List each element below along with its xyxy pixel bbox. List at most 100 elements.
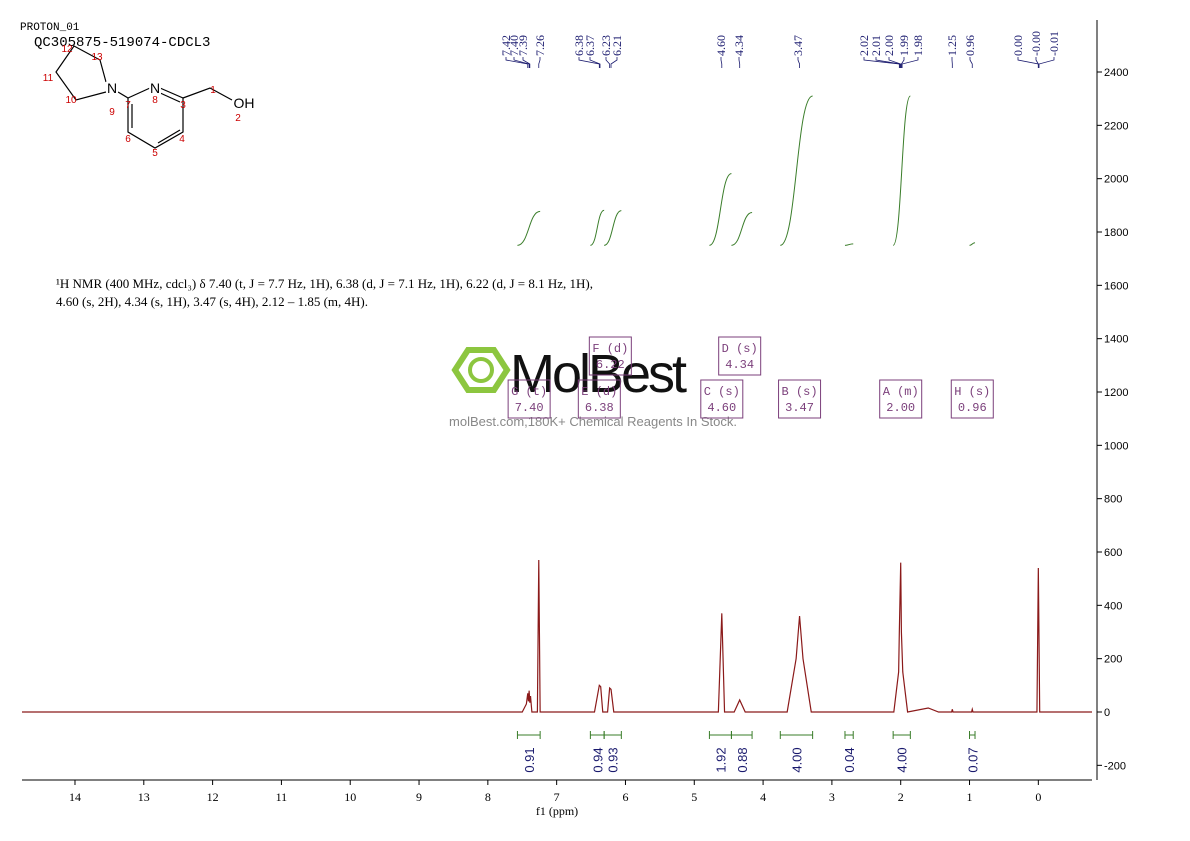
peak-label: 3.47: [791, 35, 805, 56]
peak-label: 6.37: [583, 35, 597, 56]
atom-number: 9: [109, 107, 115, 118]
atom-number: 1: [210, 85, 216, 96]
peak-label: -0.00: [1029, 31, 1043, 56]
atom-number: 2: [235, 113, 241, 124]
atom-number: 3: [180, 100, 186, 111]
multiplet-box: [507, 379, 551, 419]
multiplet-box: [778, 379, 822, 419]
y-tick-label: 2400: [1104, 67, 1128, 79]
integral-bracket: [708, 731, 732, 739]
multiplet-shift: 6.38: [585, 401, 614, 415]
watermark-tagline: molBest.com,180K+ Chemical Reagents In S…: [449, 414, 737, 429]
integral-curve: [603, 210, 622, 246]
multiplet-box: [879, 379, 923, 419]
peak-label: -0.01: [1047, 31, 1061, 56]
integral-bracket: [589, 731, 605, 739]
x-axis-label: f1 (ppm): [536, 804, 578, 818]
peak-label: 0.96: [963, 35, 977, 56]
x-tick-label: 1: [967, 790, 973, 804]
atom-number: 5: [152, 148, 158, 159]
peak-label: 1.25: [945, 35, 959, 56]
y-tick-label: 200: [1104, 654, 1122, 666]
multiplet-shift: 6.22: [596, 358, 625, 372]
integral-bracket: [844, 731, 854, 739]
integral-label: 0.93: [606, 747, 621, 772]
peak-connector: [797, 57, 800, 68]
integral-curve: [590, 209, 605, 246]
peak-label: 7.39: [516, 35, 530, 56]
atom-number: 11: [43, 73, 54, 84]
integral-label: 0.07: [965, 747, 980, 772]
multiplet-shift: 4.34: [725, 358, 754, 372]
peak-connector: [513, 57, 530, 68]
y-tick-label: 0: [1104, 707, 1110, 719]
multiplet-box: [950, 379, 994, 419]
sample-name: QC305875-519074-CDCL3: [34, 35, 210, 51]
atom-number: 8: [152, 95, 158, 106]
multiplet-label: C (s): [704, 385, 740, 399]
integral-bracket: [516, 731, 541, 739]
integral-label: 0.91: [522, 747, 537, 772]
nmr-text: ¹H NMR (400 MHz, cdcl₃) δ 7.40 (t, J = 7…: [56, 276, 593, 291]
peak-connector: [1038, 57, 1055, 68]
atom-number: 7: [125, 100, 131, 111]
integral-bracket: [603, 731, 622, 739]
multiplet-label: A (m): [883, 385, 919, 399]
peak-connector: [720, 57, 723, 68]
multiplet-label: D (s): [722, 342, 758, 356]
y-tick-label: 800: [1104, 494, 1122, 506]
peak-connector: [863, 57, 900, 68]
peak-label: 1.98: [911, 35, 925, 56]
x-tick-label: 8: [485, 790, 491, 804]
peak-connector: [1035, 57, 1039, 68]
peak-label: 0.00: [1011, 35, 1025, 56]
multiplet-box: [577, 379, 621, 419]
atom-number: 13: [91, 52, 103, 63]
integral-curve: [969, 242, 976, 246]
peak-label: 4.60: [714, 35, 728, 56]
peak-connector: [901, 57, 919, 68]
peak-label: 7.40: [507, 35, 521, 56]
multiplet-shift: 7.40: [515, 401, 544, 415]
x-tick-label: 4: [760, 790, 766, 804]
peak-label: 2.00: [882, 35, 896, 56]
peak-connector: [538, 57, 541, 68]
x-tick-label: 2: [898, 790, 904, 804]
watermark-logo: [451, 347, 511, 393]
nmr-text: 4.60 (s, 2H), 4.34 (s, 1H), 3.47 (s, 4H)…: [56, 294, 368, 309]
peak-label: 6.23: [599, 35, 613, 56]
peak-label: 6.21: [610, 35, 624, 56]
atom-number: 10: [65, 95, 77, 106]
integral-curve: [780, 95, 813, 246]
y-tick-label: 400: [1104, 600, 1122, 612]
peak-connector: [969, 57, 973, 68]
y-tick-label: 1800: [1104, 227, 1128, 239]
multiplet-shift: 2.00: [886, 401, 915, 415]
y-tick-label: -200: [1104, 760, 1126, 772]
peak-connector: [605, 57, 611, 68]
peak-connector: [578, 57, 600, 68]
watermark-brand: MolBest: [510, 344, 687, 404]
atom-number: 4: [179, 134, 185, 145]
peak-connector: [610, 57, 618, 68]
experiment-name: PROTON_01: [20, 22, 80, 34]
x-tick-label: 12: [207, 790, 219, 804]
integral-label: 0.88: [735, 747, 750, 772]
y-tick-label: 2200: [1104, 120, 1128, 132]
atom-label: OH: [234, 95, 255, 111]
integral-label: 4.00: [789, 747, 804, 772]
peak-label: 2.01: [869, 35, 883, 56]
integral-curve: [731, 211, 753, 246]
y-tick-label: 1400: [1104, 334, 1128, 346]
peak-label: 7.26: [533, 35, 547, 56]
y-tick-label: 1000: [1104, 440, 1128, 452]
peak-connector: [900, 57, 905, 68]
peak-connector: [589, 57, 601, 68]
multiplet-label: E (d): [581, 385, 617, 399]
atom-number: 12: [61, 44, 73, 55]
y-tick-label: 1600: [1104, 280, 1128, 292]
peak-connector: [888, 57, 902, 68]
multiplet-label: B (s): [782, 385, 818, 399]
atom-label: N: [150, 80, 160, 96]
